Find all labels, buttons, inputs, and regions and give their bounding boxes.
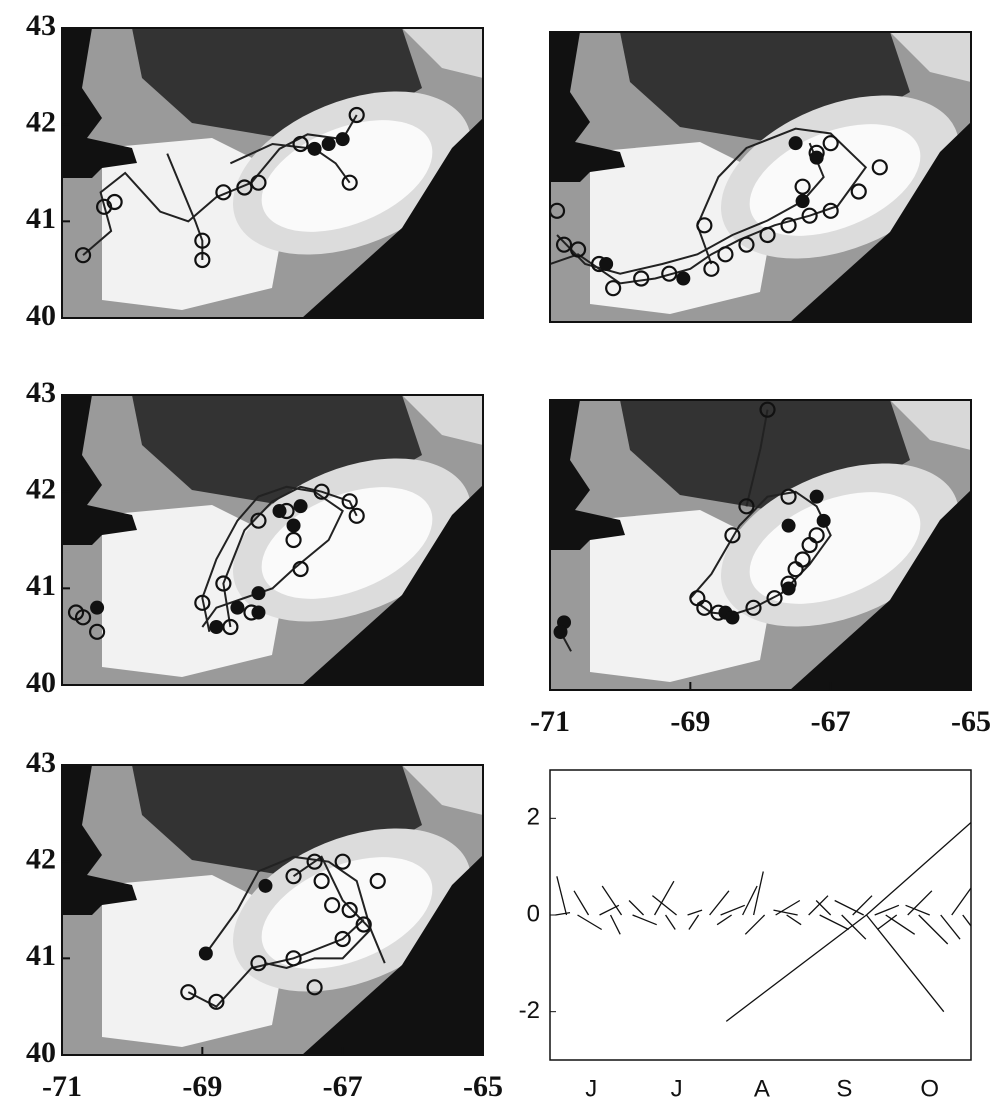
x-tick-label: J <box>585 1075 597 1102</box>
y-tick-label: 41 <box>26 202 56 235</box>
y-tick-label: 42 <box>26 106 56 139</box>
velocity-stick <box>689 915 699 930</box>
velocity-stick <box>952 881 976 915</box>
velocity-stick <box>717 915 732 925</box>
y-tick-label: 41 <box>26 569 56 602</box>
velocity-stick <box>721 905 745 915</box>
filled-marker <box>90 601 104 615</box>
bathymetry <box>62 765 495 1055</box>
filled-marker <box>322 137 336 151</box>
velocity-stick <box>866 915 943 1012</box>
filled-marker <box>230 601 244 615</box>
velocity-stick <box>787 915 802 925</box>
velocity-stick <box>710 891 729 915</box>
filled-marker <box>725 611 739 625</box>
filled-marker <box>599 257 613 271</box>
y-tick-label: 40 <box>26 299 56 332</box>
filled-marker <box>554 625 568 639</box>
velocity-stick <box>556 913 571 915</box>
velocity-stick <box>816 901 831 916</box>
filled-marker <box>308 142 322 156</box>
bathymetry <box>550 400 983 690</box>
y-tick-label: 40 <box>26 1036 56 1069</box>
velocity-stick <box>745 915 764 934</box>
velocity-stick <box>688 910 703 915</box>
filled-marker <box>796 194 810 208</box>
velocity-stick <box>666 915 676 930</box>
velocity-stick <box>629 901 644 916</box>
filled-marker <box>676 272 690 286</box>
filled-marker <box>209 620 223 634</box>
x-tick-label: -67 <box>811 705 851 738</box>
filled-marker <box>782 519 796 533</box>
y-tick-label: 42 <box>26 473 56 506</box>
y-tick-label: 42 <box>26 843 56 876</box>
velocity-stick <box>809 896 828 915</box>
page: {"chart_data": [ {"type": "map", "xlim":… <box>0 0 994 1104</box>
filled-marker <box>294 499 308 513</box>
x-tick-label: J <box>671 1075 683 1102</box>
velocity-stick <box>574 891 589 915</box>
filled-marker <box>258 879 272 893</box>
filled-marker <box>273 504 287 518</box>
filled-marker <box>810 490 824 504</box>
x-tick-label: -65 <box>951 705 991 738</box>
filled-marker <box>251 606 265 620</box>
filled-marker <box>817 514 831 528</box>
velocity-stick <box>941 915 960 939</box>
x-tick-label: -69 <box>182 1070 222 1103</box>
y-tick-label: 43 <box>26 376 56 409</box>
filled-marker <box>782 582 796 596</box>
velocity-stick <box>611 915 621 934</box>
bathymetry <box>62 28 495 318</box>
bathymetry <box>550 32 983 322</box>
velocity-stick <box>578 915 602 930</box>
x-tick-label: S <box>836 1075 852 1102</box>
x-tick-label: O <box>920 1075 939 1102</box>
x-tick-label: -71 <box>42 1070 82 1103</box>
y-tick-label: 41 <box>26 939 56 972</box>
velocity-stick <box>963 915 992 954</box>
filled-marker <box>251 586 265 600</box>
y-tick-label: 43 <box>26 746 56 779</box>
y-tick-label: 2 <box>527 804 540 831</box>
velocity-stick <box>726 915 866 1021</box>
figure: 40 41 42 43 40 41 42 43 -71 -69 -67 -65 40 41 42 43 -71 -… <box>0 0 994 1104</box>
x-tick-label: A <box>754 1075 770 1102</box>
velocity-stick <box>633 915 657 925</box>
x-tick-label: -65 <box>463 1070 503 1103</box>
x-tick-label: -67 <box>323 1070 363 1103</box>
velocity-stick <box>602 886 621 915</box>
velocity-stick <box>875 905 899 915</box>
x-tick-label: -71 <box>530 705 570 738</box>
velocity-stick <box>754 872 764 916</box>
y-tick-label: 43 <box>26 9 56 42</box>
filled-marker <box>810 151 824 165</box>
filled-marker <box>287 519 301 533</box>
velocity-stick <box>919 915 948 944</box>
filled-marker <box>336 132 350 146</box>
stick-layer <box>556 804 993 1022</box>
velocity-stick <box>886 915 915 934</box>
y-tick-label: 40 <box>26 666 56 699</box>
filled-marker <box>789 136 803 150</box>
velocity-stick <box>866 804 992 915</box>
filled-marker <box>199 947 213 961</box>
bathymetry <box>62 395 495 685</box>
y-tick-label: 0 <box>527 900 540 927</box>
velocity-stick <box>557 876 567 915</box>
velocity-stick <box>877 915 896 930</box>
y-tick-label: -2 <box>519 997 540 1024</box>
x-tick-label: -69 <box>670 705 710 738</box>
